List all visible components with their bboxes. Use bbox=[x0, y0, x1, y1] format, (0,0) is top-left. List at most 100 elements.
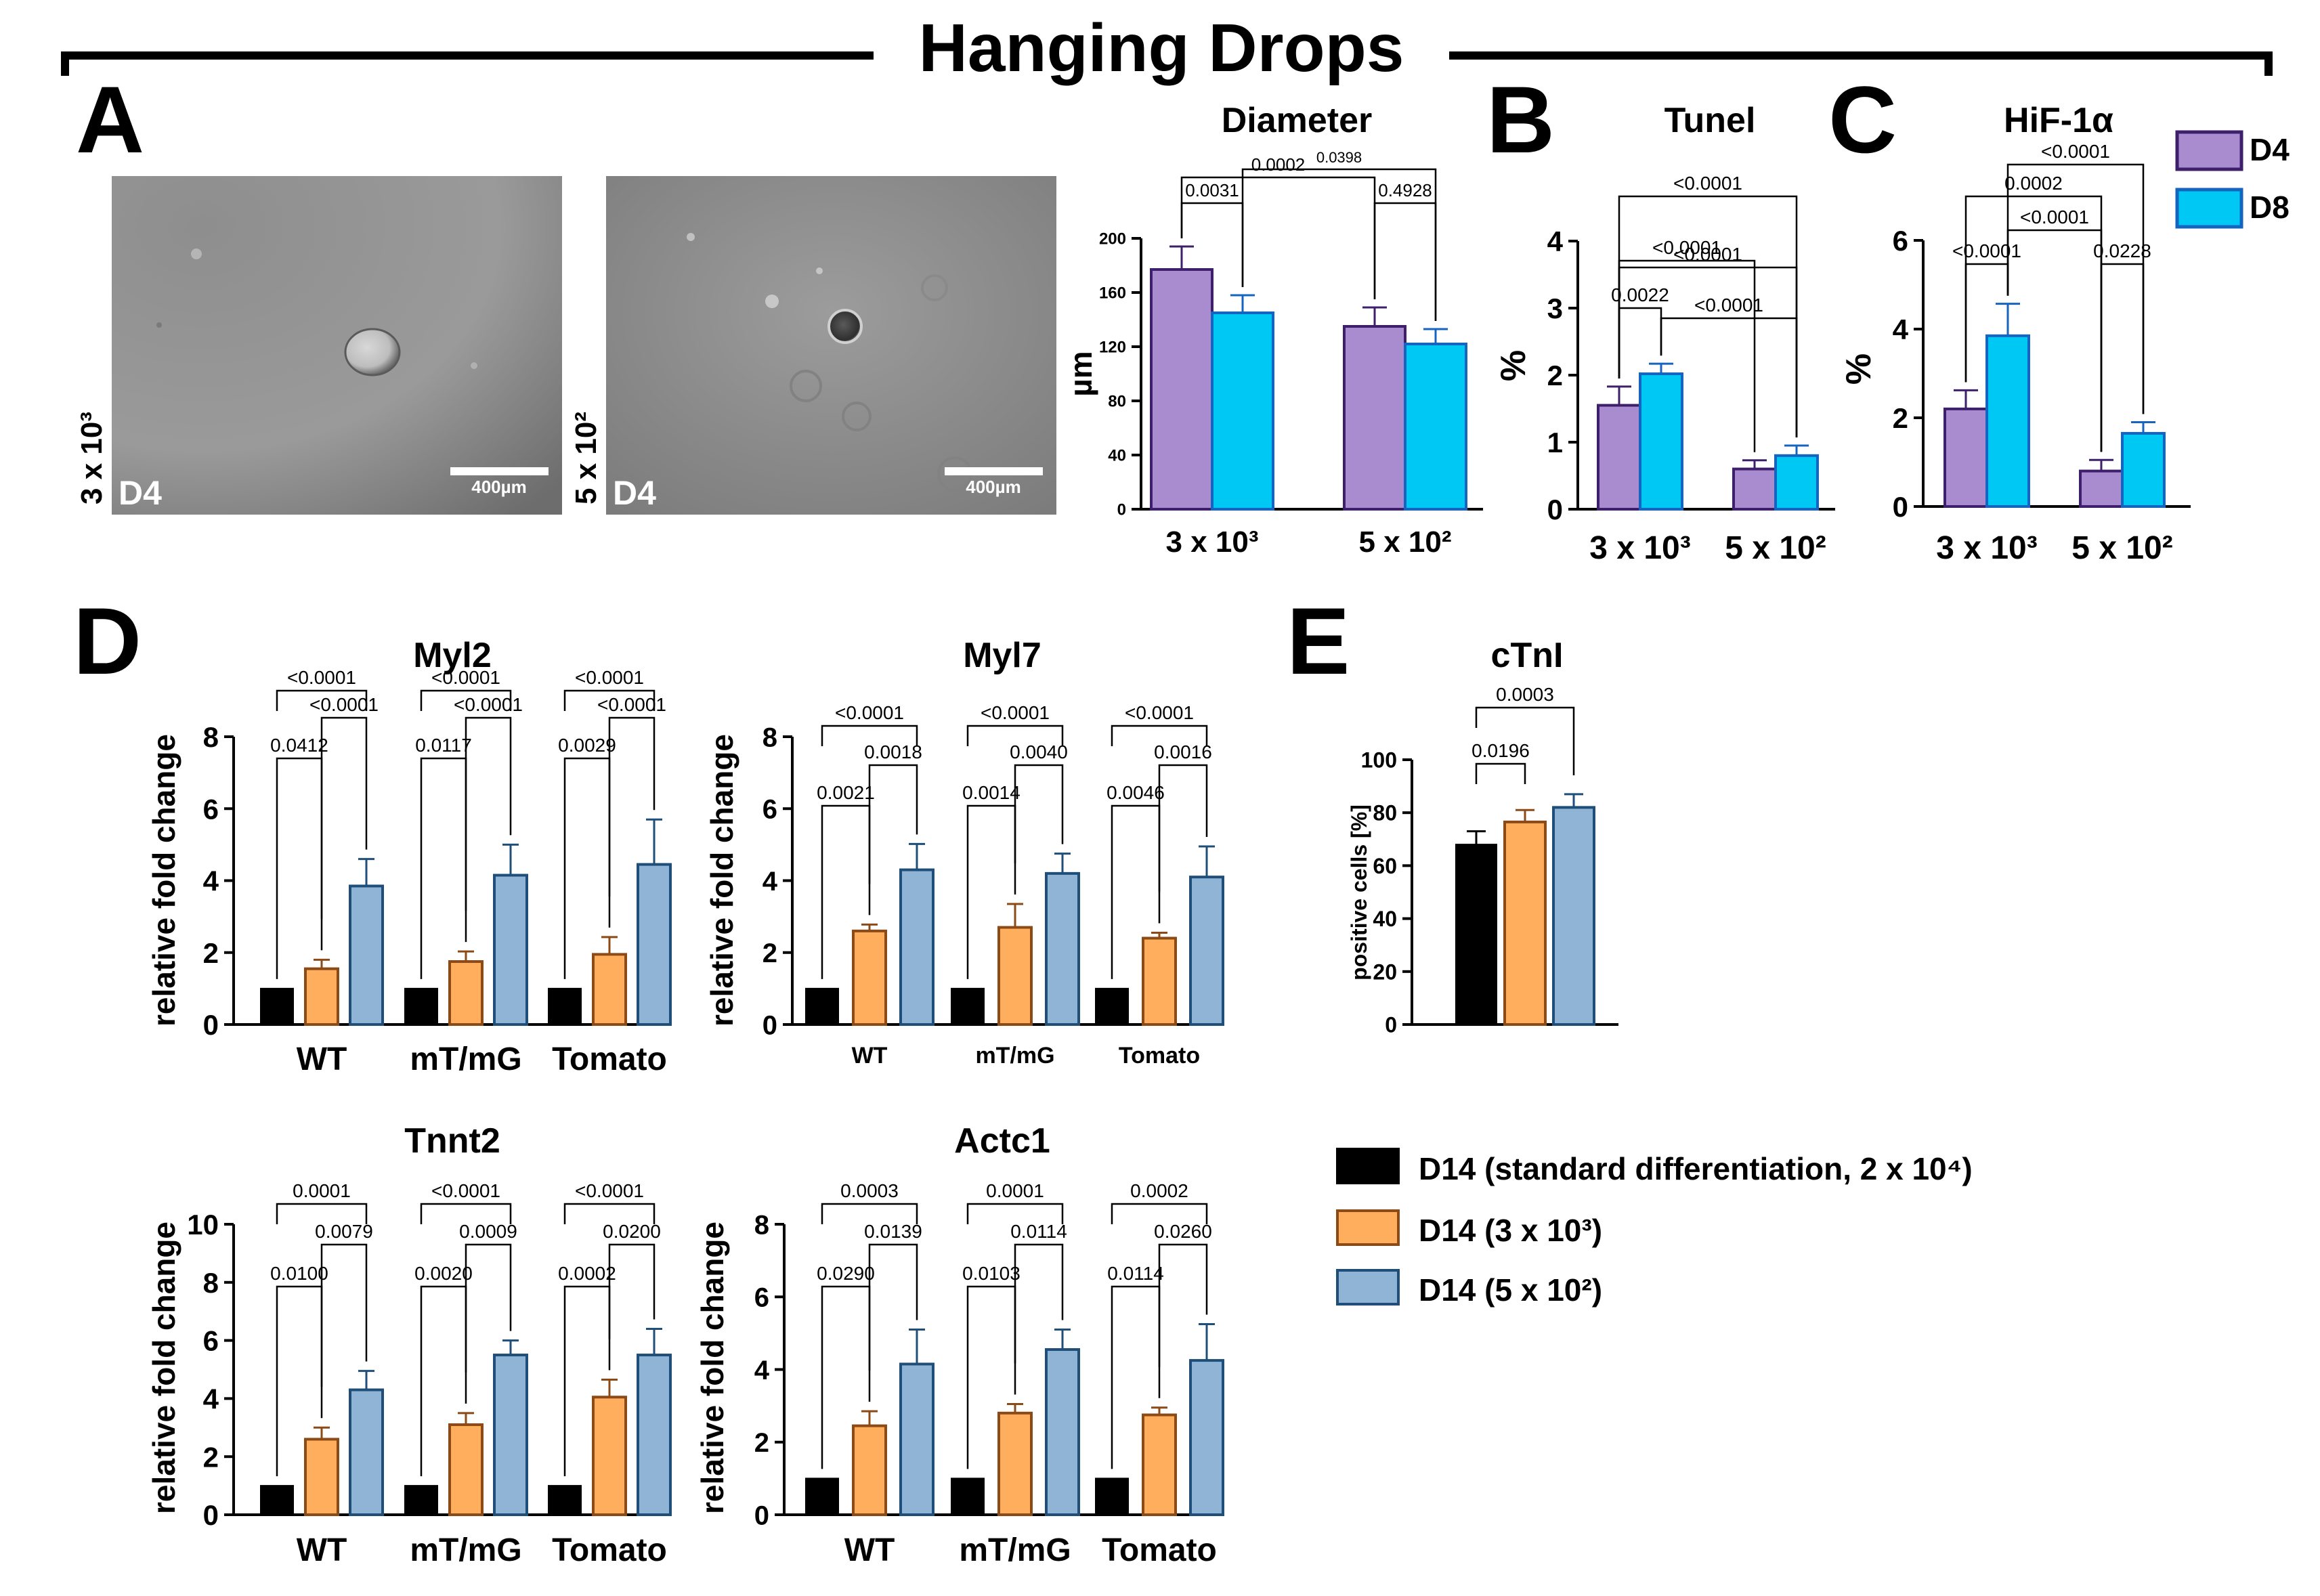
legend-bottom: D14 (standard differentiation, 2 x 10⁴) … bbox=[1336, 1148, 1973, 1308]
actc1-pvalue: 0.0103 bbox=[962, 1263, 1021, 1284]
tnnt2-ytick-label: 4 bbox=[203, 1383, 219, 1415]
actc1-category-label: WT bbox=[844, 1532, 895, 1568]
actc1-bar bbox=[805, 1478, 839, 1515]
myl2-error-bar bbox=[601, 936, 618, 955]
tunel-pvalue: <0.0001 bbox=[1673, 244, 1742, 265]
diameter-ytick-label: 80 bbox=[1108, 393, 1126, 411]
legend-label-orange: D14 (3 x 10³) bbox=[1419, 1213, 1602, 1248]
tnnt2-category-label: WT bbox=[297, 1532, 347, 1568]
myl7-sig-bracket bbox=[1014, 764, 1064, 864]
myl7-error-bar bbox=[909, 842, 925, 870]
actc1-category-label: Tomato bbox=[1102, 1532, 1217, 1568]
diameter-ylabel: µm bbox=[1063, 351, 1098, 396]
hif-sig-bracket bbox=[1964, 195, 2103, 452]
myl2-bar bbox=[404, 987, 438, 1025]
hif-error-bar bbox=[2131, 421, 2155, 433]
myl2-ytick-label: 6 bbox=[203, 793, 219, 825]
diameter-sig-bracket bbox=[1180, 176, 1376, 299]
myl7-ytick-label: 0 bbox=[762, 1010, 777, 1040]
ctni-ytick-label: 20 bbox=[1373, 959, 1397, 984]
tnnt2-pvalue: 0.0079 bbox=[315, 1221, 373, 1242]
diameter-pvalue: 0.0002 bbox=[1251, 154, 1306, 175]
myl7-title: Myl7 bbox=[963, 636, 1041, 675]
hif-ytick-label: 0 bbox=[1893, 491, 1908, 523]
myl2-pvalue: 0.0117 bbox=[415, 735, 472, 756]
side-label-2: 5 x 10² bbox=[570, 412, 603, 504]
tnnt2-error-bar bbox=[358, 1370, 374, 1390]
myl2-ytick-label: 8 bbox=[203, 721, 219, 753]
hif-sig-bracket bbox=[2100, 263, 2145, 452]
scale-label-1: 400µm bbox=[471, 477, 526, 497]
actc1-bar bbox=[1142, 1413, 1177, 1516]
actc1-error-bar bbox=[1007, 1402, 1023, 1413]
diameter-bar bbox=[1343, 325, 1406, 511]
ctni-ytick-label: 100 bbox=[1361, 748, 1397, 773]
actc1-bar bbox=[1095, 1478, 1129, 1515]
diameter-bar bbox=[1211, 311, 1274, 511]
myl7-ytick-label: 2 bbox=[762, 939, 777, 968]
myl2-pvalue: <0.0001 bbox=[575, 667, 644, 688]
tnnt2-pvalue: <0.0001 bbox=[431, 1180, 500, 1201]
panel-letter-e: E bbox=[1287, 588, 1350, 694]
scale-label-2: 400µm bbox=[966, 477, 1021, 497]
diameter-ytick-label: 0 bbox=[1117, 501, 1126, 519]
tnnt2-error-bar bbox=[502, 1339, 519, 1356]
tnnt2-ylabel: relative fold change bbox=[146, 1222, 181, 1514]
hif-bar bbox=[2121, 431, 2166, 508]
myl2-error-bar bbox=[458, 950, 474, 962]
myl7-bar bbox=[1045, 871, 1080, 1026]
hif-pvalue: 0.0228 bbox=[2093, 240, 2151, 261]
myl7-bar bbox=[951, 987, 985, 1025]
diameter-ytick-label: 160 bbox=[1099, 284, 1126, 303]
myl2-bar bbox=[548, 987, 582, 1025]
actc1-sig-bracket bbox=[1014, 1243, 1064, 1364]
myl7-error-bar bbox=[1151, 932, 1167, 939]
actc1-bar bbox=[951, 1478, 985, 1515]
actc1-pvalue: 0.0114 bbox=[1010, 1221, 1067, 1242]
chart-actc1: Actc1 relative fold change 0 2 4 6 8 0.0290 0.01… bbox=[695, 1121, 1224, 1568]
actc1-ytick-label: 6 bbox=[754, 1283, 769, 1313]
legend-swatch-black bbox=[1336, 1148, 1400, 1184]
actc1-error-bar bbox=[909, 1329, 925, 1364]
myl2-bar bbox=[592, 953, 627, 1026]
myl2-error-bar bbox=[646, 818, 662, 865]
myl7-error-bar bbox=[1054, 853, 1071, 874]
ctni-ylabel: positive cells [%] bbox=[1347, 804, 1371, 980]
legend-label-d8: D8 bbox=[2250, 190, 2290, 225]
hif-sig-bracket bbox=[2006, 163, 2145, 414]
myl2-ytick-label: 0 bbox=[203, 1009, 219, 1041]
hif-ytick-label: 2 bbox=[1893, 402, 1908, 434]
tunel-bar bbox=[1639, 372, 1683, 511]
tnnt2-sig-bracket bbox=[276, 1203, 368, 1224]
myl2-sig-bracket bbox=[563, 757, 611, 979]
myl7-sig-bracket bbox=[1158, 764, 1208, 892]
tnnt2-error-bar bbox=[646, 1327, 662, 1356]
myl2-category-label: mT/mG bbox=[410, 1041, 521, 1077]
myl7-ytick-label: 4 bbox=[762, 867, 778, 897]
diameter-pvalue: 0.4928 bbox=[1378, 180, 1432, 200]
tunel-error-bar bbox=[1649, 362, 1673, 374]
myl7-error-bar bbox=[1007, 903, 1023, 928]
myl7-bar bbox=[899, 868, 935, 1026]
myl2-sig-bracket bbox=[276, 757, 323, 979]
tnnt2-ytick-label: 0 bbox=[203, 1499, 219, 1531]
actc1-ytick-label: 4 bbox=[754, 1356, 770, 1385]
actc1-sig-bracket bbox=[821, 1203, 918, 1224]
tunel-sig-bracket bbox=[1618, 307, 1662, 379]
tunel-ylabel: % bbox=[1494, 350, 1533, 381]
myl7-ylabel: relative fold change bbox=[704, 734, 739, 1027]
actc1-pvalue: 0.0002 bbox=[1130, 1180, 1188, 1201]
tnnt2-bar bbox=[304, 1438, 339, 1516]
myl7-bar bbox=[805, 987, 839, 1025]
scale-bar-1 bbox=[450, 467, 549, 475]
micrograph-2: 400µm D4 bbox=[606, 176, 1056, 515]
myl2-bar bbox=[637, 863, 672, 1026]
tunel-ytick-label: 3 bbox=[1547, 293, 1563, 324]
myl2-pvalue: 0.0029 bbox=[558, 735, 616, 756]
myl2-sig-bracket bbox=[276, 689, 368, 711]
myl7-pvalue: <0.0001 bbox=[1125, 702, 1194, 723]
myl2-bar bbox=[260, 987, 294, 1025]
day-label-1: D4 bbox=[119, 474, 162, 512]
legend-swatch-blue bbox=[1336, 1269, 1400, 1306]
myl7-bar bbox=[1095, 987, 1129, 1025]
